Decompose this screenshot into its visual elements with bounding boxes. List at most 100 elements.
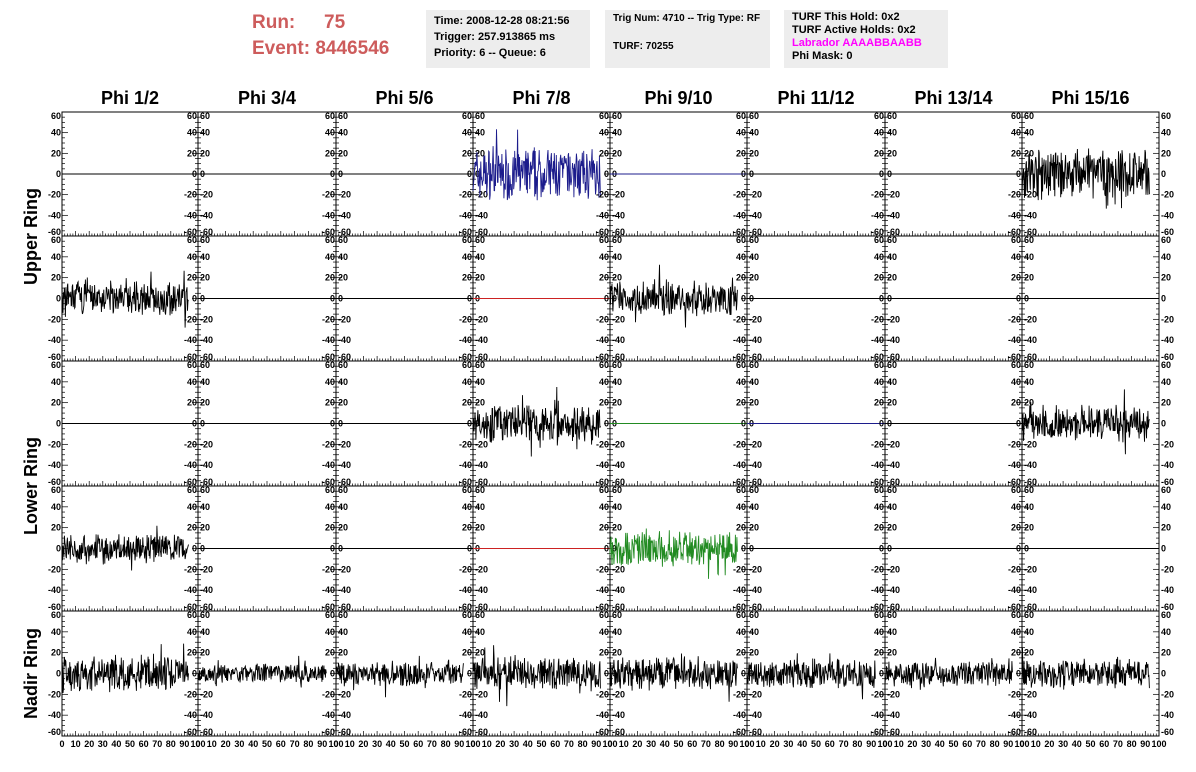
y-tick-label-right: -40 bbox=[1161, 210, 1174, 220]
y-tick-label: 20 bbox=[51, 523, 61, 533]
y-tick-label-right: -40 bbox=[1024, 585, 1037, 595]
y-tick-label-right: -20 bbox=[200, 689, 213, 699]
y-tick-label-right: 60 bbox=[749, 111, 759, 121]
y-tick-label-right: 20 bbox=[475, 523, 485, 533]
y-tick-label: 60 bbox=[187, 360, 197, 370]
y-tick-label: 20 bbox=[325, 148, 335, 158]
y-tick-label: -60 bbox=[322, 727, 335, 737]
y-tick-label-right: -60 bbox=[1161, 352, 1174, 362]
y-tick-label-right: 20 bbox=[1024, 648, 1034, 658]
column-title-5: Phi 9/10 bbox=[644, 88, 712, 108]
y-tick-label: -20 bbox=[48, 190, 61, 200]
y-tick-label: 60 bbox=[1011, 360, 1021, 370]
y-tick-label-right: 20 bbox=[749, 523, 759, 533]
time-info-box: Time: 2008-12-28 08:21:56 Trigger: 257.9… bbox=[426, 10, 590, 68]
y-tick-label-right: 60 bbox=[887, 610, 897, 620]
y-tick-label: -20 bbox=[459, 314, 472, 324]
y-tick-label: -20 bbox=[322, 689, 335, 699]
y-tick-label: -60 bbox=[459, 602, 472, 612]
y-tick-label: 0 bbox=[741, 544, 746, 554]
y-tick-label-right: 40 bbox=[612, 627, 622, 637]
y-tick-label-right: -60 bbox=[749, 727, 762, 737]
x-tick-label: 40 bbox=[248, 739, 258, 749]
y-tick-label: -40 bbox=[184, 460, 197, 470]
y-tick-label: 60 bbox=[874, 485, 884, 495]
y-tick-label-right: -20 bbox=[612, 314, 625, 324]
y-tick-label-right: -60 bbox=[612, 227, 625, 237]
x-tick-label: 0 bbox=[744, 739, 749, 749]
y-tick-label: 20 bbox=[187, 273, 197, 283]
y-tick-label-right: 20 bbox=[200, 523, 210, 533]
y-tick-label: -20 bbox=[733, 689, 746, 699]
y-tick-label-right: -60 bbox=[612, 727, 625, 737]
y-tick-label-right: 60 bbox=[1161, 610, 1171, 620]
x-tick-label: 10 bbox=[207, 739, 217, 749]
y-tick-label: 60 bbox=[874, 610, 884, 620]
x-tick-label: 50 bbox=[262, 739, 272, 749]
y-tick-label-right: 20 bbox=[612, 273, 622, 283]
y-tick-label: -40 bbox=[459, 335, 472, 345]
y-tick-label-right: -20 bbox=[1161, 689, 1174, 699]
y-tick-label: -60 bbox=[871, 227, 884, 237]
y-tick-label: 0 bbox=[330, 669, 335, 679]
y-tick-label-right: 40 bbox=[1161, 502, 1171, 512]
y-tick-label-right: -40 bbox=[1161, 585, 1174, 595]
y-tick-label: -20 bbox=[48, 564, 61, 574]
ring-label-2: Lower Ring bbox=[21, 437, 41, 535]
y-tick-label-right: -40 bbox=[1024, 210, 1037, 220]
x-tick-label: 30 bbox=[921, 739, 931, 749]
y-tick-label: 20 bbox=[1011, 523, 1021, 533]
y-tick-label: 60 bbox=[187, 235, 197, 245]
y-tick-label: 0 bbox=[192, 294, 197, 304]
y-tick-label: 0 bbox=[56, 169, 61, 179]
y-tick-label-right: 40 bbox=[749, 128, 759, 138]
y-tick-label: -40 bbox=[596, 710, 609, 720]
x-tick-label: 20 bbox=[1044, 739, 1054, 749]
x-tick-label: 90 bbox=[179, 739, 189, 749]
y-tick-label: 0 bbox=[56, 669, 61, 679]
y-tick-label-right: 20 bbox=[887, 648, 897, 658]
y-tick-label-right: -20 bbox=[749, 689, 762, 699]
y-tick-label: 0 bbox=[467, 669, 472, 679]
y-tick-label: 20 bbox=[736, 148, 746, 158]
column-title-8: Phi 15/16 bbox=[1051, 88, 1129, 108]
y-tick-label: 40 bbox=[462, 252, 472, 262]
x-tick-label: 0 bbox=[607, 739, 612, 749]
column-title-7: Phi 13/14 bbox=[914, 88, 992, 108]
y-tick-label: -60 bbox=[596, 352, 609, 362]
y-tick-label: 0 bbox=[741, 294, 746, 304]
trace-waveform bbox=[884, 657, 1013, 690]
y-tick-label: 20 bbox=[462, 523, 472, 533]
y-tick-label-right: 40 bbox=[338, 377, 348, 387]
y-tick-label: 20 bbox=[599, 523, 609, 533]
y-tick-label-right: 40 bbox=[1024, 502, 1034, 512]
x-tick-label: 80 bbox=[166, 739, 176, 749]
x-tick-label: 60 bbox=[276, 739, 286, 749]
x-tick-label: 50 bbox=[673, 739, 683, 749]
y-tick-label-right: -60 bbox=[749, 227, 762, 237]
y-tick-label-right: -40 bbox=[475, 585, 488, 595]
x-tick-label: 40 bbox=[111, 739, 121, 749]
y-tick-label: -20 bbox=[322, 314, 335, 324]
y-tick-label-right: -40 bbox=[612, 710, 625, 720]
y-tick-label: 40 bbox=[874, 252, 884, 262]
x-tick-label: 20 bbox=[770, 739, 780, 749]
run-value: 75 bbox=[324, 12, 346, 33]
y-tick-label: 60 bbox=[736, 360, 746, 370]
y-tick-label: 40 bbox=[187, 502, 197, 512]
y-tick-label-right: -60 bbox=[475, 602, 488, 612]
y-tick-label: 0 bbox=[1016, 169, 1021, 179]
y-tick-label: 0 bbox=[879, 294, 884, 304]
y-tick-label: -40 bbox=[871, 710, 884, 720]
turf-this-hold-text: TURF This Hold: 0x2 bbox=[792, 11, 900, 23]
x-tick-label: 10 bbox=[345, 739, 355, 749]
x-tick-label: 100 bbox=[328, 739, 343, 749]
y-tick-label-right: 40 bbox=[1161, 128, 1171, 138]
x-tick-label: 10 bbox=[756, 739, 766, 749]
x-tick-label: 90 bbox=[317, 739, 327, 749]
y-tick-label-right: 60 bbox=[338, 360, 348, 370]
y-tick-label-right: 60 bbox=[612, 485, 622, 495]
x-tick-label: 90 bbox=[1003, 739, 1013, 749]
y-tick-label: -60 bbox=[322, 227, 335, 237]
y-tick-label-right: -20 bbox=[612, 439, 625, 449]
